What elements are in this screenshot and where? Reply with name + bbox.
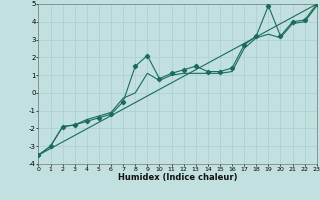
- X-axis label: Humidex (Indice chaleur): Humidex (Indice chaleur): [118, 173, 237, 182]
